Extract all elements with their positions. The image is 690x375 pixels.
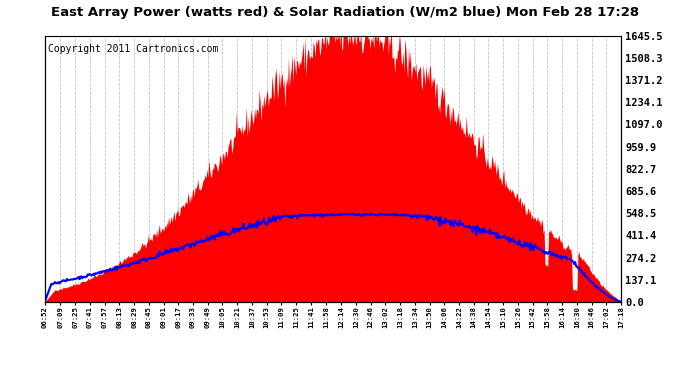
Text: East Array Power (watts red) & Solar Radiation (W/m2 blue) Mon Feb 28 17:28: East Array Power (watts red) & Solar Rad… <box>51 6 639 19</box>
Text: Copyright 2011 Cartronics.com: Copyright 2011 Cartronics.com <box>48 44 218 54</box>
